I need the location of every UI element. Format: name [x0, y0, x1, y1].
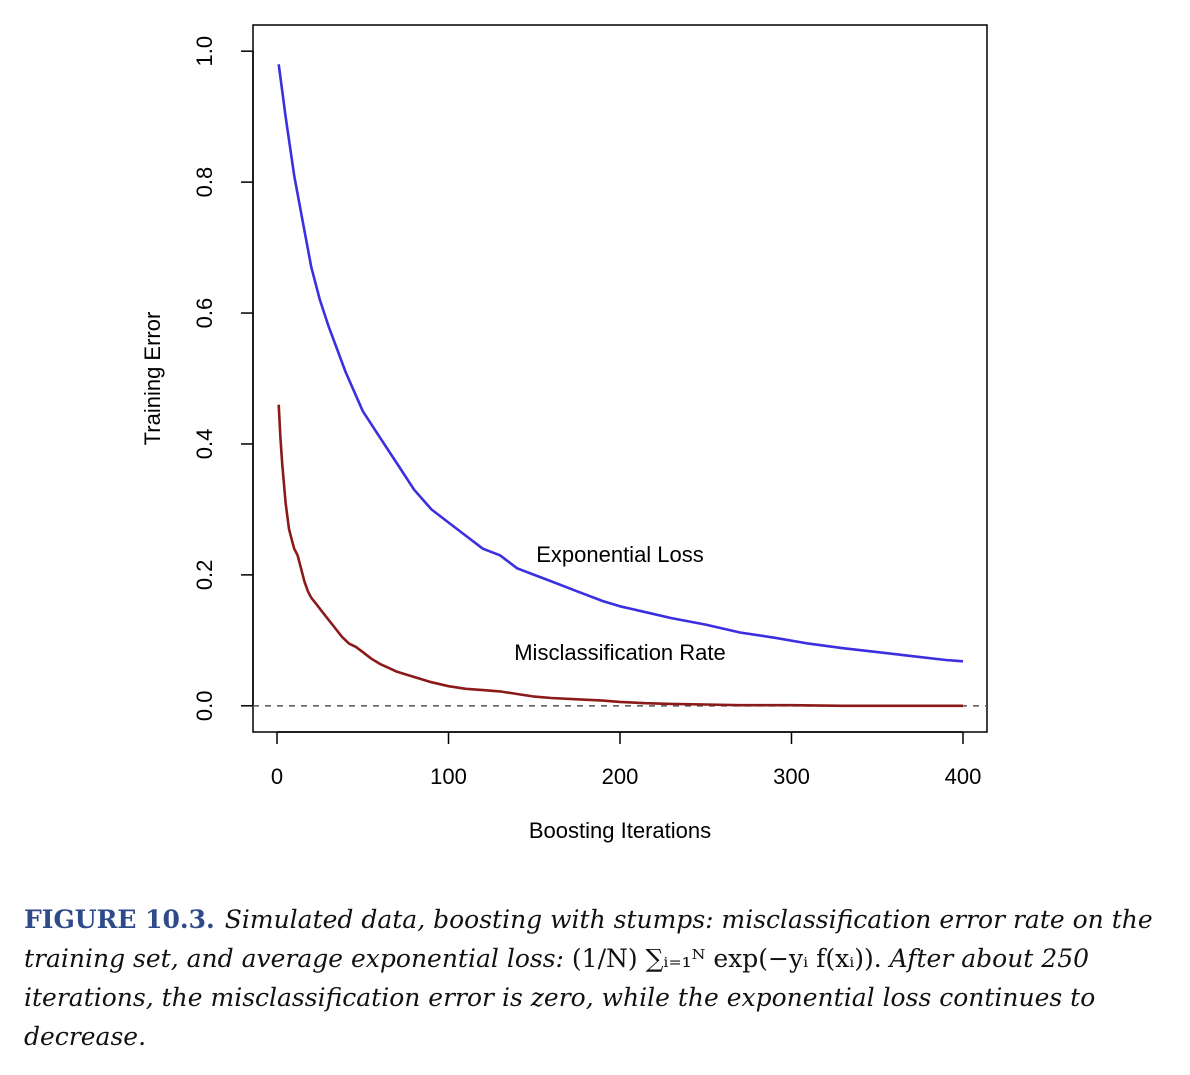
figure-label: FIGURE 10.3. [24, 905, 215, 934]
y-tick-label: 0.2 [192, 560, 217, 591]
y-tick-label: 0.0 [192, 691, 217, 722]
caption-line-1: Simulated data, boosting with stumps: mi… [224, 905, 1006, 934]
x-tick-label: 0 [271, 764, 283, 789]
caption-line-2: rate on the training set, and average ex… [24, 905, 1153, 973]
plot-border [252, 24, 988, 733]
x-tick-label: 100 [430, 764, 467, 789]
training-error-chart: 0 100 200 300 400 0.0 0.2 0.4 0.6 0.8 1.0 Exponen… [140, 24, 988, 843]
x-axis: 0 100 200 300 400 [271, 731, 982, 789]
caption-formula: (1/N) ∑ᵢ₌₁ᴺ exp(−yᵢ f(xᵢ)). [571, 944, 882, 973]
series-layer: Exponential Loss Misclassification Rate [277, 64, 964, 708]
caption-line-3: After about 250 iterations, the misclass… [24, 944, 1090, 1012]
figure-caption: FIGURE 10.3. Simulated data, boosting wit… [24, 900, 1164, 1056]
y-tick-label: 0.4 [192, 429, 217, 460]
y-axis: 0.0 0.2 0.4 0.6 0.8 1.0 [192, 36, 254, 722]
caption-line-4: loss continues to decrease. [24, 983, 1096, 1051]
exponential-loss-label: Exponential Loss [536, 542, 704, 567]
y-tick-label: 0.8 [192, 167, 217, 198]
exponential-loss-line [277, 64, 964, 663]
x-tick-label: 300 [773, 764, 810, 789]
x-tick-label: 200 [602, 764, 639, 789]
plot-frame [252, 24, 988, 733]
misclassification-rate-label: Misclassification Rate [514, 640, 726, 665]
y-tick-label: 0.6 [192, 298, 217, 329]
misclassification-rate-line [277, 404, 963, 708]
y-axis-label: Training Error [140, 312, 165, 446]
x-axis-label: Boosting Iterations [529, 818, 711, 843]
y-tick-label: 1.0 [192, 36, 217, 67]
x-tick-label: 400 [945, 764, 982, 789]
